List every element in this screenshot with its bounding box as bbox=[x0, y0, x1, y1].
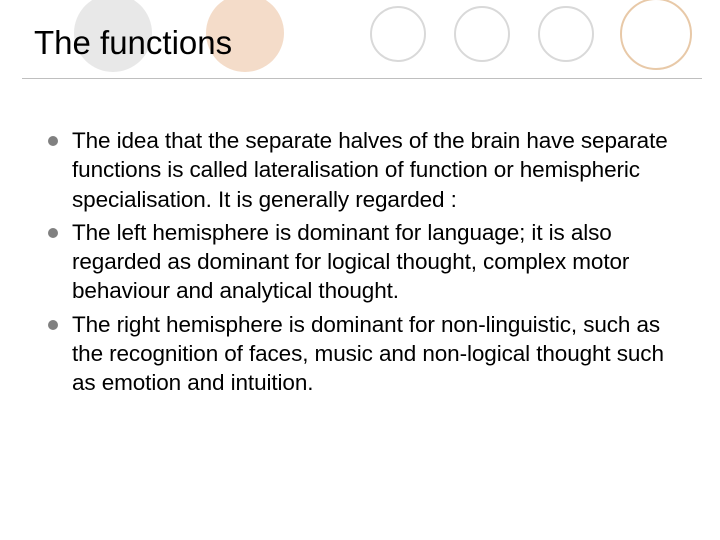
bullet-list: The idea that the separate halves of the… bbox=[48, 126, 688, 401]
bullet-item: The left hemisphere is dominant for lang… bbox=[48, 218, 688, 306]
bullet-text: The left hemisphere is dominant for lang… bbox=[72, 218, 688, 306]
decor-circle bbox=[620, 0, 692, 70]
slide-title: The functions bbox=[34, 24, 232, 62]
bullet-item: The idea that the separate halves of the… bbox=[48, 126, 688, 214]
bullet-icon bbox=[48, 228, 58, 238]
bullet-icon bbox=[48, 136, 58, 146]
bullet-item: The right hemisphere is dominant for non… bbox=[48, 310, 688, 398]
bullet-text: The right hemisphere is dominant for non… bbox=[72, 310, 688, 398]
bullet-text: The idea that the separate halves of the… bbox=[72, 126, 688, 214]
title-underline bbox=[22, 78, 702, 79]
decor-circle bbox=[370, 6, 426, 62]
title-area: The functions bbox=[34, 24, 232, 62]
bullet-icon bbox=[48, 320, 58, 330]
decor-circle bbox=[454, 6, 510, 62]
decor-circle bbox=[538, 6, 594, 62]
